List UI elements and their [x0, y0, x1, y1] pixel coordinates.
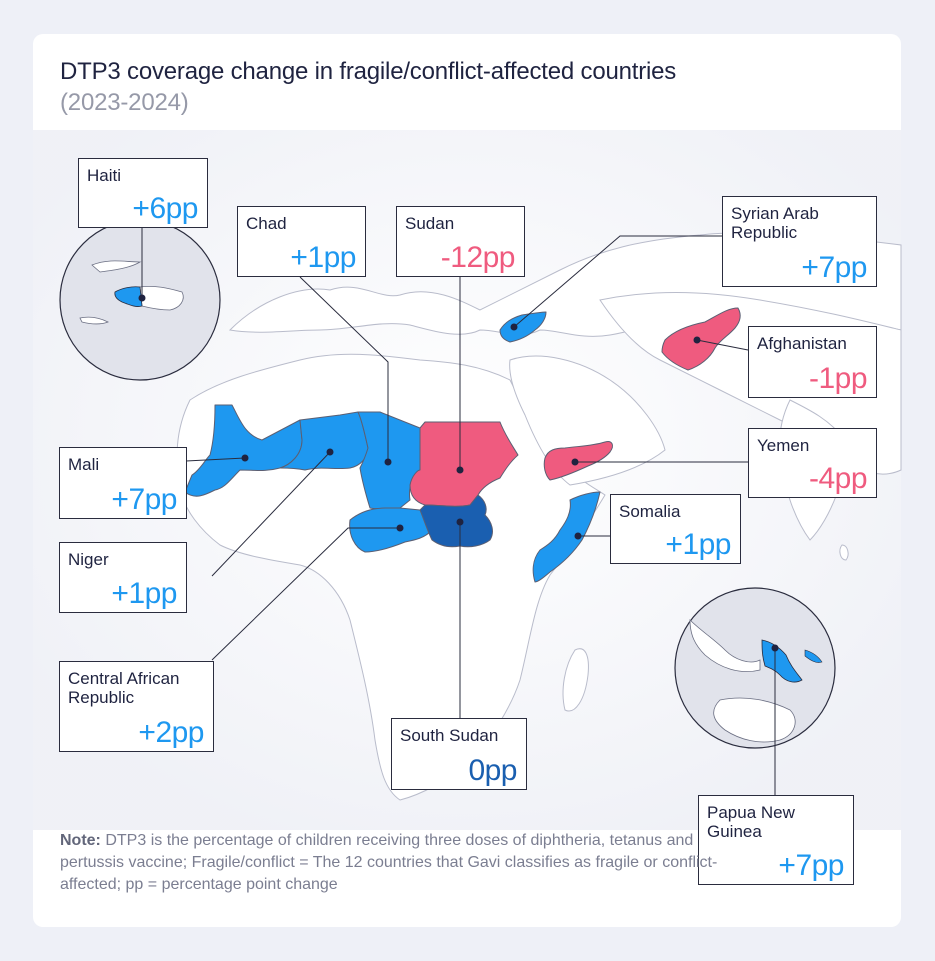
country-car[interactable] — [349, 507, 433, 553]
label-mali: Mali +7pp — [59, 447, 187, 519]
label-png: Papua New Guinea +7pp — [698, 795, 854, 885]
label-name: Mali — [68, 455, 100, 474]
chart-title: DTP3 coverage change in fragile/conflict… — [60, 58, 677, 85]
label-value: +1pp — [665, 528, 731, 561]
country-afghanistan[interactable] — [661, 307, 741, 371]
country-haiti[interactable] — [114, 286, 143, 307]
leader-dots — [138, 294, 779, 652]
label-name: Sudan — [405, 214, 455, 233]
country-syria[interactable] — [499, 311, 547, 343]
label-syria: Syrian Arab Republic +7pp — [722, 196, 877, 287]
label-south-sudan: South Sudan 0pp — [391, 718, 527, 790]
label-value: +7pp — [801, 251, 867, 284]
country-somalia[interactable] — [532, 491, 601, 583]
label-name: Syrian Arab Republic — [731, 204, 819, 242]
png-inset — [674, 587, 836, 749]
label-value: +7pp — [778, 849, 844, 882]
footnote: Note: DTP3 is the percentage of children… — [60, 830, 720, 896]
label-haiti: Haiti +6pp — [78, 158, 208, 228]
label-name: Central African Republic — [68, 669, 180, 707]
label-name: Somalia — [619, 502, 681, 521]
footnote-text: DTP3 is the percentage of children recei… — [60, 832, 718, 893]
leader-lines — [141, 228, 776, 795]
label-value: -1pp — [808, 362, 868, 395]
label-niger: Niger +1pp — [59, 542, 187, 613]
label-value: 0pp — [468, 754, 517, 787]
chart-subtitle: (2023-2024) — [60, 89, 189, 116]
country-yemen[interactable] — [543, 441, 613, 481]
label-name: Haiti — [87, 166, 122, 185]
label-name: Papua New Guinea — [707, 803, 795, 841]
label-name: Afghanistan — [757, 334, 847, 353]
label-name: Yemen — [757, 436, 810, 455]
footnote-label: Note: — [60, 832, 101, 849]
label-name: Chad — [246, 214, 287, 233]
label-name: South Sudan — [400, 726, 499, 745]
label-chad: Chad +1pp — [237, 206, 366, 277]
label-value: +2pp — [138, 716, 204, 749]
label-somalia: Somalia +1pp — [610, 494, 741, 564]
label-value: +6pp — [132, 192, 198, 225]
label-afghanistan: Afghanistan -1pp — [748, 326, 877, 398]
label-yemen: Yemen -4pp — [748, 428, 877, 498]
country-png[interactable] — [761, 639, 803, 683]
label-car: Central African Republic +2pp — [59, 661, 214, 752]
label-sudan: Sudan -12pp — [396, 206, 525, 277]
label-value: -12pp — [440, 241, 516, 274]
country-south-sudan[interactable] — [419, 494, 493, 548]
label-name: Niger — [68, 550, 109, 569]
country-shapes — [184, 307, 741, 583]
label-value: -4pp — [808, 462, 868, 495]
label-value: +1pp — [290, 241, 356, 274]
label-value: +1pp — [111, 577, 177, 610]
label-value: +7pp — [111, 483, 177, 516]
